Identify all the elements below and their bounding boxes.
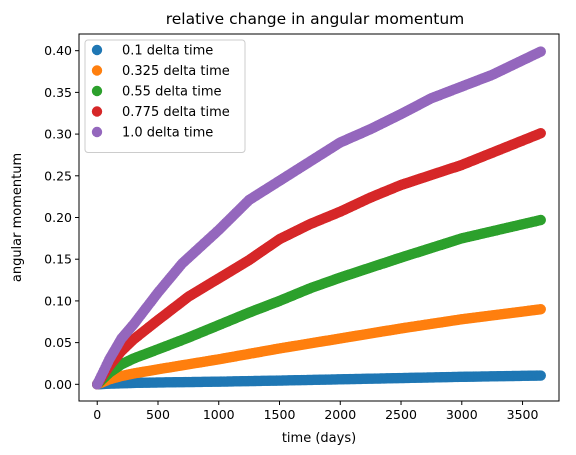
x-tick-label: 3500 [507,407,539,422]
y-tick-label: 0.35 [44,85,72,100]
series-4 [92,128,546,390]
x-axis-label: time (days) [282,431,356,446]
legend-marker [91,126,103,138]
x-tick-label: 1500 [264,407,296,422]
chart-title: relative change in angular momentum [166,10,465,28]
y-tick-label: 0.15 [44,252,72,267]
legend-entry: 0.1 delta time [122,44,213,59]
data-point [535,370,546,381]
y-tick-label: 0.10 [44,293,72,308]
data-point [535,304,546,315]
legend-marker [91,85,103,97]
y-tick-label: 0.30 [44,127,72,142]
x-tick-label: 2500 [385,407,417,422]
y-axis-label: angular momentum [10,153,25,282]
legend-entry: 1.0 delta time [122,126,213,141]
series-3 [92,214,546,390]
x-tick-label: 500 [146,407,170,422]
series-1 [92,370,546,390]
y-tick-label: 0.05 [44,335,72,350]
x-tick-label: 1000 [203,407,235,422]
y-tick-label: 0.00 [44,377,72,392]
ticks: 0 500 1000 1500 2000 2500 3000 3500 0.00 0.05 0.10… [44,43,538,422]
x-tick-label: 0 [93,407,101,422]
legend-marker [91,106,103,117]
legend-marker [91,65,103,76]
legend: 0.1 delta time 0.325 delta time 0.55 delta… [84,39,246,153]
series-5 [92,46,546,390]
legend-marker [91,44,103,56]
plot-area [92,46,546,390]
legend-entry: 0.775 delta time [122,105,230,120]
legend-entry: 0.55 delta time [122,85,222,100]
y-tick-label: 0.20 [44,210,72,225]
series-2 [92,304,546,390]
x-tick-label: 3000 [446,407,478,422]
legend-box [84,39,246,153]
y-tick-label: 0.25 [44,168,72,183]
data-point [535,46,546,57]
data-point [535,128,546,139]
legend-entry: 0.325 delta time [122,64,230,79]
data-point [535,214,546,226]
x-tick-label: 2000 [324,407,356,422]
y-tick-label: 0.40 [44,43,72,58]
